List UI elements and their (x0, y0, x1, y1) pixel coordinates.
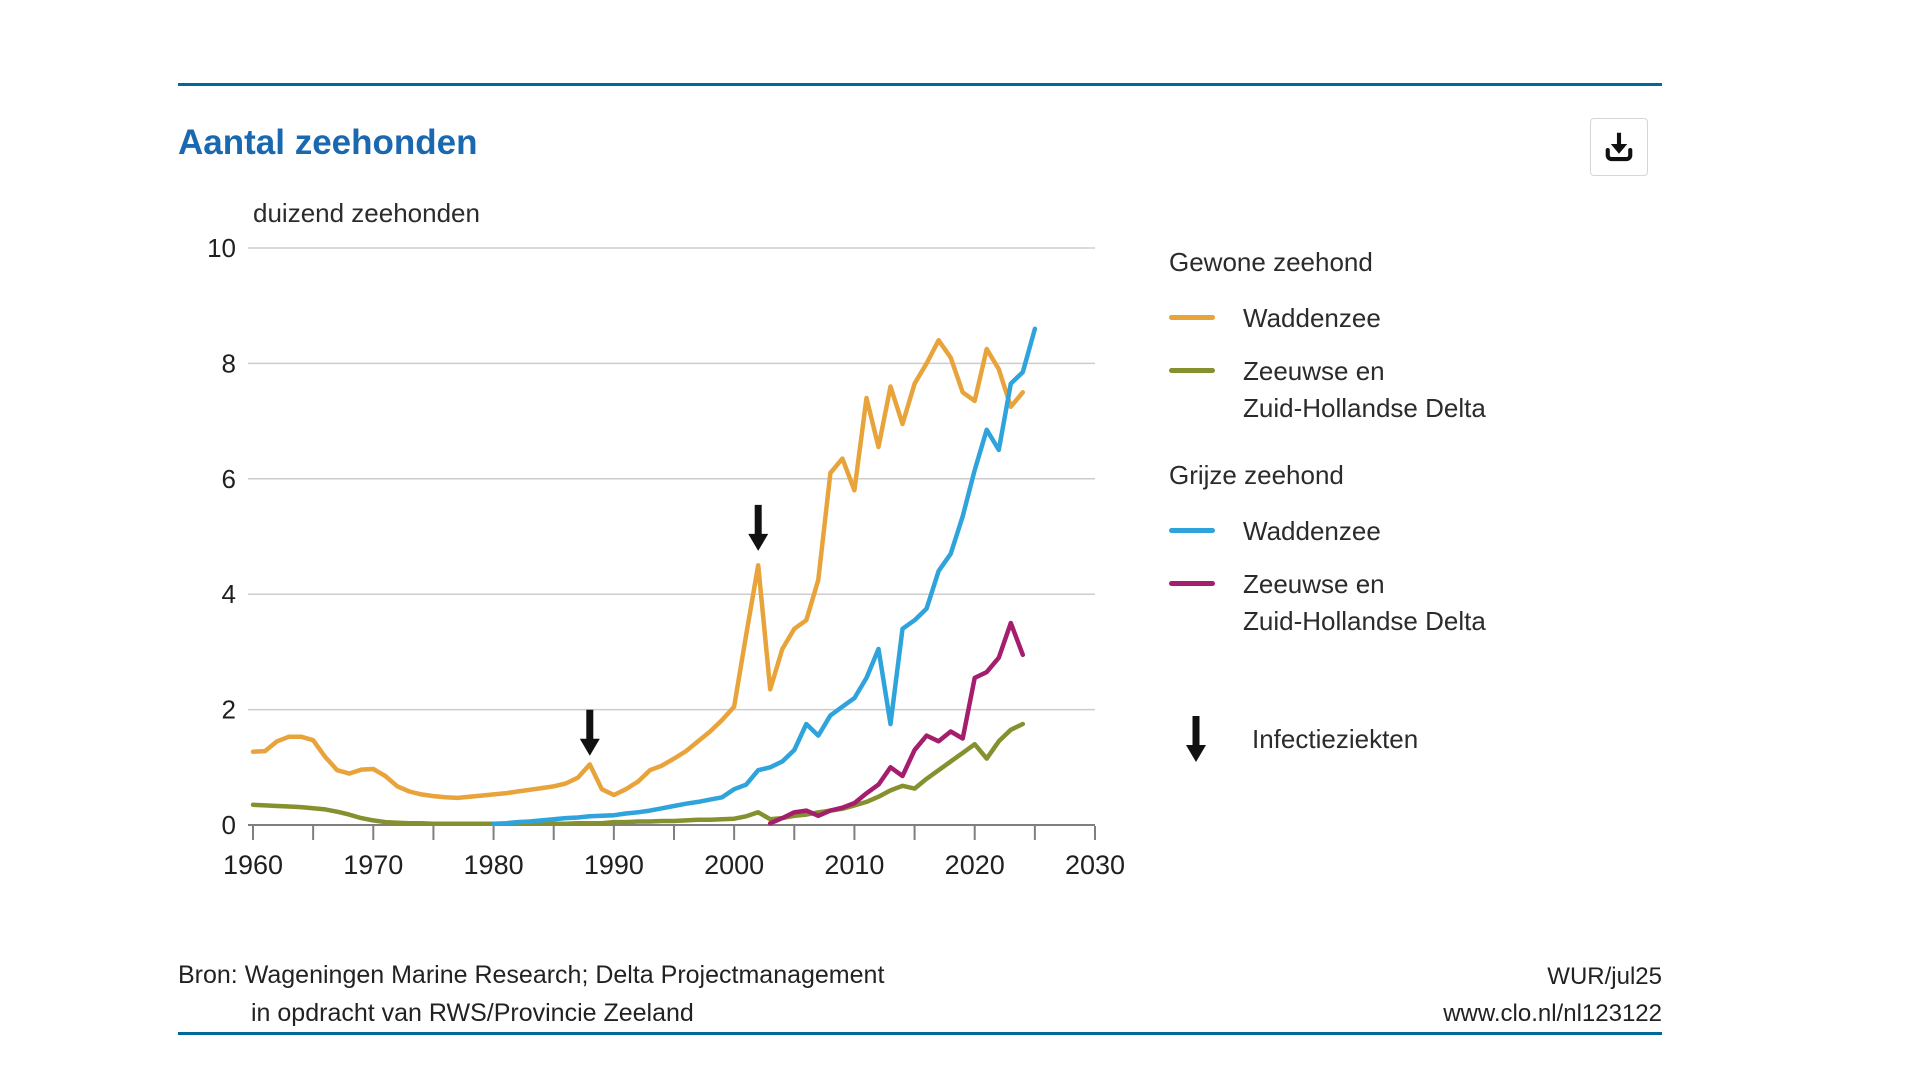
series-line-grijze-zeehond-waddenzee (491, 326, 1038, 827)
download-icon (1605, 132, 1633, 162)
credit-url: www.clo.nl/nl123122 (1443, 1000, 1662, 1027)
y-tick-label: 10 (207, 233, 236, 263)
top-rule (178, 83, 1662, 86)
page-title: Aantal zeehonden (178, 123, 478, 163)
series-line-gewone-zeehond-waddenzee (250, 338, 1026, 801)
down-arrow-icon (1186, 716, 1206, 762)
x-tick-label: 1980 (464, 850, 524, 880)
annotation-label: Infectieziekten (1252, 724, 1419, 754)
x-tick-label: 2020 (945, 850, 1005, 880)
credit-text: WUR/jul25 (1547, 963, 1662, 990)
x-tick-label: 2000 (704, 850, 764, 880)
x-tick-label: 1970 (343, 850, 403, 880)
legend-group-title: Gewone zeehond (1169, 247, 1373, 277)
legend-item-label: Zeeuwse en Zuid-Hollandse Delta (1243, 569, 1486, 636)
legend-annotation: Infectieziekten (1169, 714, 1609, 774)
legend-line-swatch (1169, 528, 1215, 533)
download-button[interactable] (1590, 118, 1648, 176)
series-line-gewone-zeehond-zeeuwse-en-zuid-hollandse-delta (250, 721, 1026, 827)
source-line-1: Bron: Wageningen Marine Research; Delta … (178, 961, 885, 989)
legend-group-title: Grijze zeehond (1169, 460, 1344, 490)
y-tick-label: 8 (222, 348, 236, 378)
y-axis-unit-label: duizend zeehonden (253, 198, 480, 228)
y-tick-label: 2 (222, 695, 236, 725)
legend-line-swatch (1169, 315, 1215, 320)
legend-item: Zeeuwse en Zuid-Hollandse Delta (1169, 353, 1609, 427)
infection-arrow (748, 504, 769, 551)
y-tick-label: 0 (222, 810, 236, 840)
x-tick-label: 2010 (824, 850, 884, 880)
legend-swatch-cell (1169, 566, 1243, 586)
credit-block: WUR/jul25 www.clo.nl/nl123122 (1443, 958, 1662, 1032)
legend-item-label: Zeeuwse en Zuid-Hollandse Delta (1243, 356, 1486, 423)
x-tick-label: 2030 (1065, 850, 1125, 880)
x-tick-label: 1990 (584, 850, 644, 880)
source-line-2: in opdracht van RWS/Provincie Zeeland (251, 999, 694, 1027)
series-line-grijze-zeehond-zeeuwse-en-zuid-hollandse-delta (767, 620, 1026, 826)
bottom-rule (178, 1032, 1662, 1035)
source-text: Bron: Wageningen Marine Research; Delta … (178, 956, 884, 1032)
legend: Gewone zeehond Waddenzee Zeeuwse en Zuid-Ho… (1169, 246, 1609, 774)
y-tick-label: 4 (222, 579, 236, 609)
y-tick-label: 6 (222, 464, 236, 494)
legend-item-label: Waddenzee (1243, 516, 1381, 546)
infection-arrow (579, 709, 600, 756)
annotation-arrow-cell (1169, 714, 1252, 774)
legend-line-swatch (1169, 581, 1215, 586)
legend-swatch-cell (1169, 300, 1243, 320)
legend-swatch-cell (1169, 353, 1243, 373)
legend-item: Waddenzee (1169, 513, 1609, 550)
seal-chart: duizend zeehonden 0 2 4 6 8 10 1960 1970 1980 1990… (207, 198, 1125, 880)
x-tick-label: 1960 (223, 850, 283, 880)
legend-item: Waddenzee (1169, 300, 1609, 337)
legend-item: Zeeuwse en Zuid-Hollandse Delta (1169, 566, 1609, 640)
legend-swatch-cell (1169, 513, 1243, 533)
legend-line-swatch (1169, 368, 1215, 373)
chart-area: duizend zeehonden 0 2 4 6 8 10 1960 1970 1980 1990… (178, 180, 1138, 900)
legend-item-label: Waddenzee (1243, 303, 1381, 333)
